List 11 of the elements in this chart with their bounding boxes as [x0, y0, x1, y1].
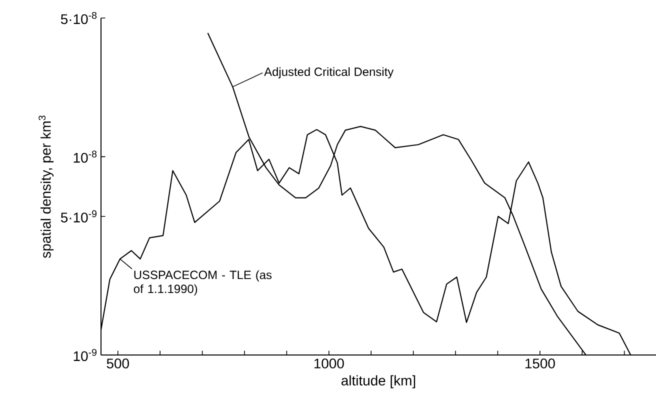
- x-tick-label: 1000: [314, 358, 344, 368]
- y-tick-label: 5·10$^{-9}$: [60, 210, 97, 222]
- y-tick-label: 10$^{-9}$: [74, 348, 97, 362]
- legend-label: Adjusted Critical Density: [264, 67, 394, 78]
- x-tick-label: 1500: [525, 358, 555, 368]
- x-axis-title: altitude [km]: [342, 375, 416, 388]
- series-label: USSPACECOM - TLE (as of 1.1.1990): [134, 270, 272, 296]
- y-tick-label: 5·10$^{-8}$: [60, 12, 97, 24]
- y-axis-title: spatial density, per km$^{3}$: [38, 116, 54, 258]
- y-tick-label: 10$^{-8}$: [74, 150, 97, 163]
- x-tick-label: 500: [106, 358, 129, 368]
